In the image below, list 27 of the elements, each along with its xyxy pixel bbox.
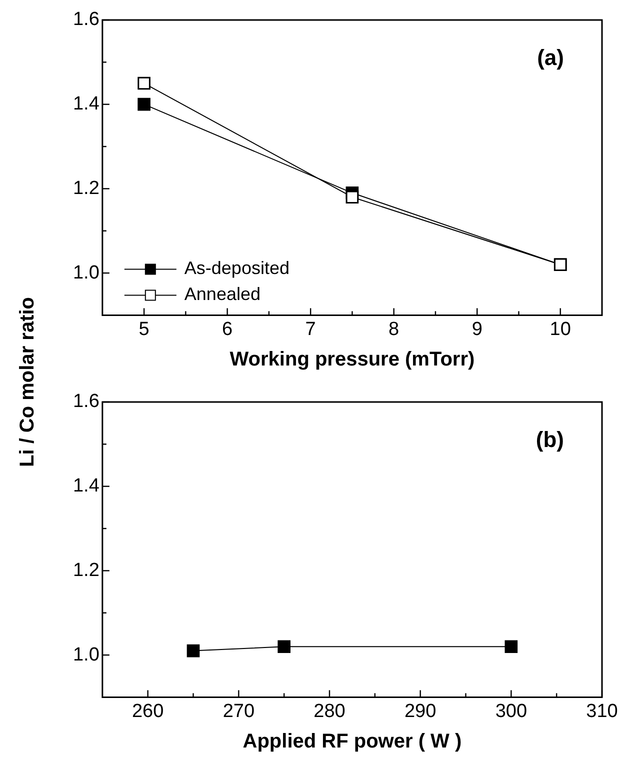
x-tick-label: 6 — [222, 318, 233, 340]
y-tick-label: 1.0 — [72, 644, 100, 666]
x-axis-title: Working pressure (mTorr) — [230, 348, 475, 371]
x-tick-label: 300 — [495, 700, 528, 722]
y-tick-label: 1.6 — [72, 391, 100, 412]
x-axis-title: Applied RF power ( W ) — [242, 730, 462, 753]
x-tick-label: 270 — [222, 700, 255, 722]
annotation: (b) — [536, 427, 564, 452]
y-axis-title: Li / Co molar ratio — [16, 296, 40, 468]
y-tick-label: 1.0 — [72, 262, 100, 284]
y-tick-label: 1.2 — [72, 178, 100, 199]
x-tick-label: 260 — [132, 700, 164, 722]
x-tick-label: 7 — [305, 318, 316, 340]
y-tick-label: 1.2 — [72, 560, 100, 581]
x-tick-label: 10 — [550, 318, 571, 340]
x-tick-label: 9 — [472, 318, 482, 340]
x-tick-label: 280 — [314, 700, 346, 722]
x-tick-label: 5 — [138, 318, 150, 340]
y-tick-label: 1.4 — [72, 476, 100, 497]
legend-label: As-deposited — [184, 258, 290, 278]
annotation: (a) — [537, 45, 564, 70]
y-tick-label: 1.4 — [72, 94, 100, 115]
legend-label: Annealed — [184, 284, 260, 304]
y-tick-label: 1.6 — [72, 9, 100, 30]
x-tick-label: 290 — [404, 700, 436, 722]
x-tick-label: 8 — [388, 318, 400, 340]
x-tick-label: 310 — [586, 700, 618, 722]
